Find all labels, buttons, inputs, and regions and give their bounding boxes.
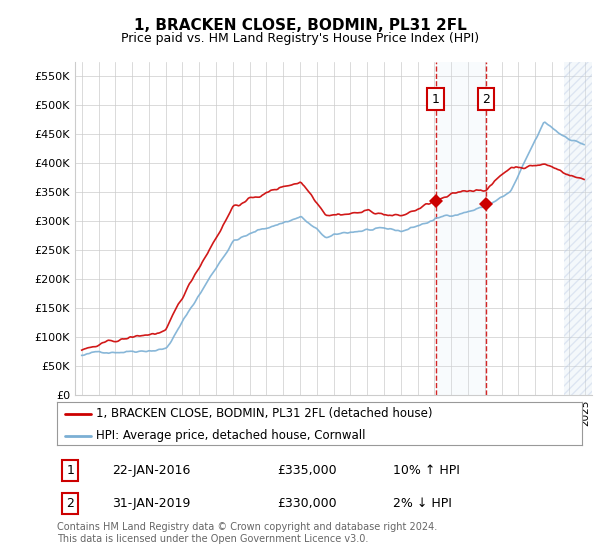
Text: HPI: Average price, detached house, Cornwall: HPI: Average price, detached house, Corn…	[97, 429, 366, 442]
Text: 1, BRACKEN CLOSE, BODMIN, PL31 2FL: 1, BRACKEN CLOSE, BODMIN, PL31 2FL	[134, 18, 466, 33]
Text: 22-JAN-2016: 22-JAN-2016	[112, 464, 191, 477]
Text: 10% ↑ HPI: 10% ↑ HPI	[393, 464, 460, 477]
Text: Price paid vs. HM Land Registry's House Price Index (HPI): Price paid vs. HM Land Registry's House …	[121, 32, 479, 45]
Text: Contains HM Land Registry data © Crown copyright and database right 2024.
This d: Contains HM Land Registry data © Crown c…	[57, 522, 437, 544]
Text: £335,000: £335,000	[277, 464, 337, 477]
Text: £330,000: £330,000	[277, 497, 337, 510]
Text: 1, BRACKEN CLOSE, BODMIN, PL31 2FL (detached house): 1, BRACKEN CLOSE, BODMIN, PL31 2FL (deta…	[97, 407, 433, 420]
Text: 2% ↓ HPI: 2% ↓ HPI	[393, 497, 452, 510]
Text: 2: 2	[482, 93, 490, 106]
Text: 1: 1	[431, 93, 439, 106]
Text: 1: 1	[66, 464, 74, 477]
Bar	[563, 62, 592, 395]
Text: 2: 2	[66, 497, 74, 510]
Text: 31-JAN-2019: 31-JAN-2019	[112, 497, 191, 510]
Bar	[436, 62, 486, 395]
